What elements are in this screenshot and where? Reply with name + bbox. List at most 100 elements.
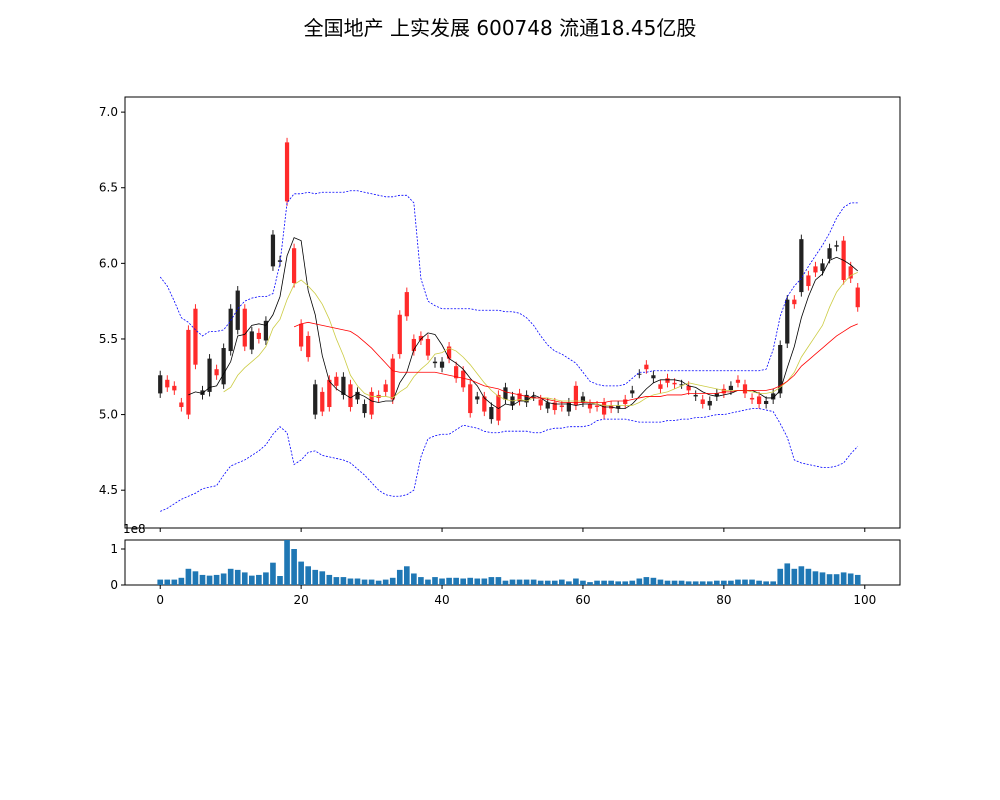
volume-x-tick-label: 40 [434,593,449,607]
volume-bar [354,578,361,585]
volume-bar [692,581,699,585]
volume-bar [199,574,206,585]
volume-bar [622,581,629,585]
volume-bar [728,580,734,585]
price-y-tick-label: 5.5 [99,332,118,346]
volume-scale-offset: 1e8 [123,522,146,536]
candle-body [721,388,726,394]
volume-bar [375,580,382,585]
candle-body [249,331,254,350]
volume-bar [502,580,509,585]
candle-body [524,394,529,403]
volume-bar [495,577,502,585]
candle-body [446,346,452,359]
candle-body [644,364,649,370]
candle-body [397,314,402,355]
price-y-tick-label: 6.5 [99,181,118,195]
volume-bar [650,577,657,585]
volume-bar [608,580,614,585]
candle-body [200,390,205,395]
volume-bar [826,574,833,585]
candle-body [778,345,783,394]
volume-bar [474,578,481,585]
candle-body [735,379,741,383]
candle-body [764,400,769,404]
volume-bar [629,580,636,585]
volume-bar [425,579,431,585]
candle-body [587,403,593,409]
volume-bar [819,572,826,585]
volume-bar [770,581,776,585]
candle-body [221,348,226,385]
volume-bar [657,579,664,585]
candle-body [228,308,233,352]
volume-bar [735,579,741,585]
volume-bar [319,571,326,585]
volume-bar [396,569,403,585]
volume-bar [488,577,495,585]
volume-bar [382,579,389,585]
volume-x-tick-label: 100 [853,593,876,607]
candle-body [207,358,212,392]
volume-bar [256,574,262,585]
volume-bar [791,568,798,585]
candle-body [566,402,571,412]
candle-body [334,376,339,386]
volume-bar [854,574,861,585]
candle-body [630,390,635,394]
volume-x-tick-label: 20 [293,593,308,607]
candle-body [707,400,712,406]
price-y-tick-label: 5.0 [99,408,118,422]
price-line-series-4 [160,408,859,512]
price-line-series-2 [293,321,858,403]
price-line-series-1 [223,272,858,406]
candle-body [341,376,346,395]
candle-body [714,393,719,397]
volume-bar [636,578,643,585]
volume-bar [206,575,213,585]
candle-body [848,266,853,279]
volume-bar [241,572,248,585]
candle-body [270,234,276,267]
price-y-tick-label: 6.0 [99,256,118,270]
candle-body [742,384,748,394]
candle-body [503,387,508,400]
volume-bar [291,549,297,585]
volume-bar [685,581,692,585]
volume-bar [432,577,438,585]
candle-body [594,405,600,408]
volume-bar [361,579,368,585]
volume-bar [340,577,347,585]
volume-bar [523,579,530,585]
candle-body [369,391,374,415]
candle-body [482,396,487,412]
candle-body [820,263,825,271]
candle-body [855,287,860,308]
candle-body [496,394,501,421]
candle-body [306,335,311,358]
candle-body [637,373,642,375]
volume-bar [615,581,621,585]
volume-bar [227,568,234,585]
volume-bar [418,577,424,585]
volume-x-tick-label: 0 [156,593,164,607]
candle-body [418,335,424,341]
candle-body [383,384,388,392]
candle-body [672,382,677,385]
volume-bar [798,566,805,585]
candle-body [348,384,353,408]
volume-bar [594,580,600,585]
volume-x-tick-label: 60 [575,593,590,607]
candle-body [193,308,198,365]
candle-body [580,396,586,403]
candle-body [362,403,367,414]
price-line-series-3 [159,190,858,387]
candle-body [179,402,184,408]
volume-bar [587,582,593,585]
volume-bar [453,577,459,585]
volume-y-tick-label: 0 [110,578,118,592]
candle-body [827,248,832,259]
volume-bar [573,578,579,585]
volume-bar [446,577,452,585]
volume-bar [664,580,671,585]
